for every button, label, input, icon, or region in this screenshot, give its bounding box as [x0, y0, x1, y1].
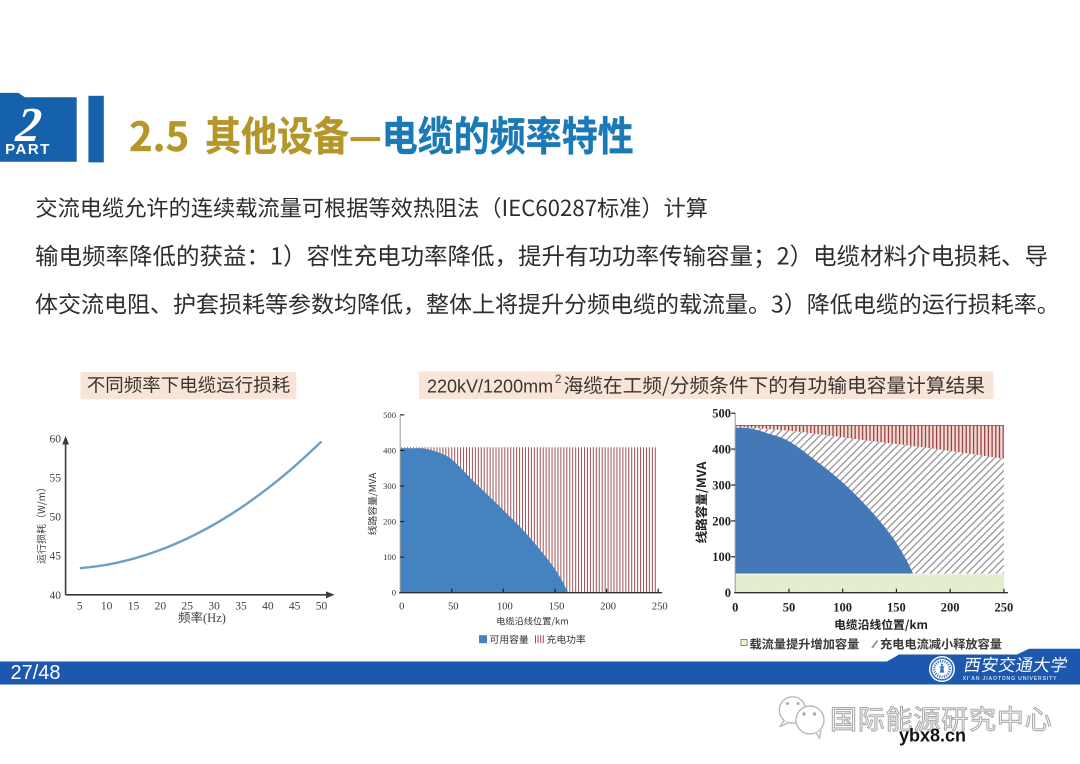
- svg-text:300: 300: [712, 478, 731, 492]
- svg-text:25: 25: [181, 601, 193, 613]
- svg-text:15: 15: [128, 601, 140, 613]
- svg-text:500: 500: [383, 410, 396, 420]
- svg-text:0: 0: [732, 601, 738, 615]
- svg-text:100: 100: [383, 552, 396, 562]
- svg-text:200: 200: [941, 601, 960, 615]
- svg-text:60: 60: [50, 433, 62, 445]
- svg-text:45: 45: [50, 551, 62, 563]
- svg-text:40: 40: [262, 601, 274, 613]
- svg-text:20: 20: [155, 601, 167, 613]
- svg-text:0: 0: [399, 602, 404, 613]
- svg-text:220kV/1200mm: 220kV/1200mm: [427, 377, 553, 397]
- svg-text:40: 40: [50, 590, 62, 602]
- svg-text:500: 500: [712, 407, 731, 421]
- svg-text:400: 400: [712, 443, 731, 457]
- svg-text:50: 50: [316, 601, 328, 613]
- svg-text:55: 55: [50, 473, 62, 485]
- svg-text:(Hz): (Hz): [203, 611, 226, 625]
- svg-text:0: 0: [392, 588, 396, 598]
- svg-text:50: 50: [50, 512, 62, 524]
- svg-text:100: 100: [497, 602, 513, 613]
- svg-text:50: 50: [783, 601, 796, 615]
- svg-text:27/48: 27/48: [11, 662, 61, 684]
- svg-text:50: 50: [448, 602, 459, 613]
- svg-text:5: 5: [77, 601, 83, 613]
- svg-text:250: 250: [652, 602, 668, 613]
- svg-text:200: 200: [712, 514, 731, 528]
- svg-text:200: 200: [600, 602, 616, 613]
- svg-text:PART: PART: [5, 141, 51, 158]
- svg-text:10: 10: [101, 601, 113, 613]
- svg-text:200: 200: [383, 517, 396, 527]
- svg-text:100: 100: [712, 550, 731, 564]
- svg-text:XI'AN JIAOTONG UNIVERSITY: XI'AN JIAOTONG UNIVERSITY: [963, 676, 1058, 682]
- svg-text:100: 100: [833, 601, 852, 615]
- svg-text:400: 400: [383, 445, 396, 455]
- svg-text:250: 250: [995, 601, 1014, 615]
- svg-text:45: 45: [289, 601, 301, 613]
- svg-text:ybx8.cn: ybx8.cn: [899, 726, 966, 746]
- svg-text:150: 150: [549, 602, 565, 613]
- svg-text:2: 2: [555, 374, 561, 386]
- svg-text:30: 30: [208, 601, 220, 613]
- svg-text:35: 35: [235, 601, 247, 613]
- svg-text:300: 300: [383, 481, 396, 491]
- svg-text:150: 150: [887, 601, 906, 615]
- svg-text:0: 0: [725, 586, 731, 600]
